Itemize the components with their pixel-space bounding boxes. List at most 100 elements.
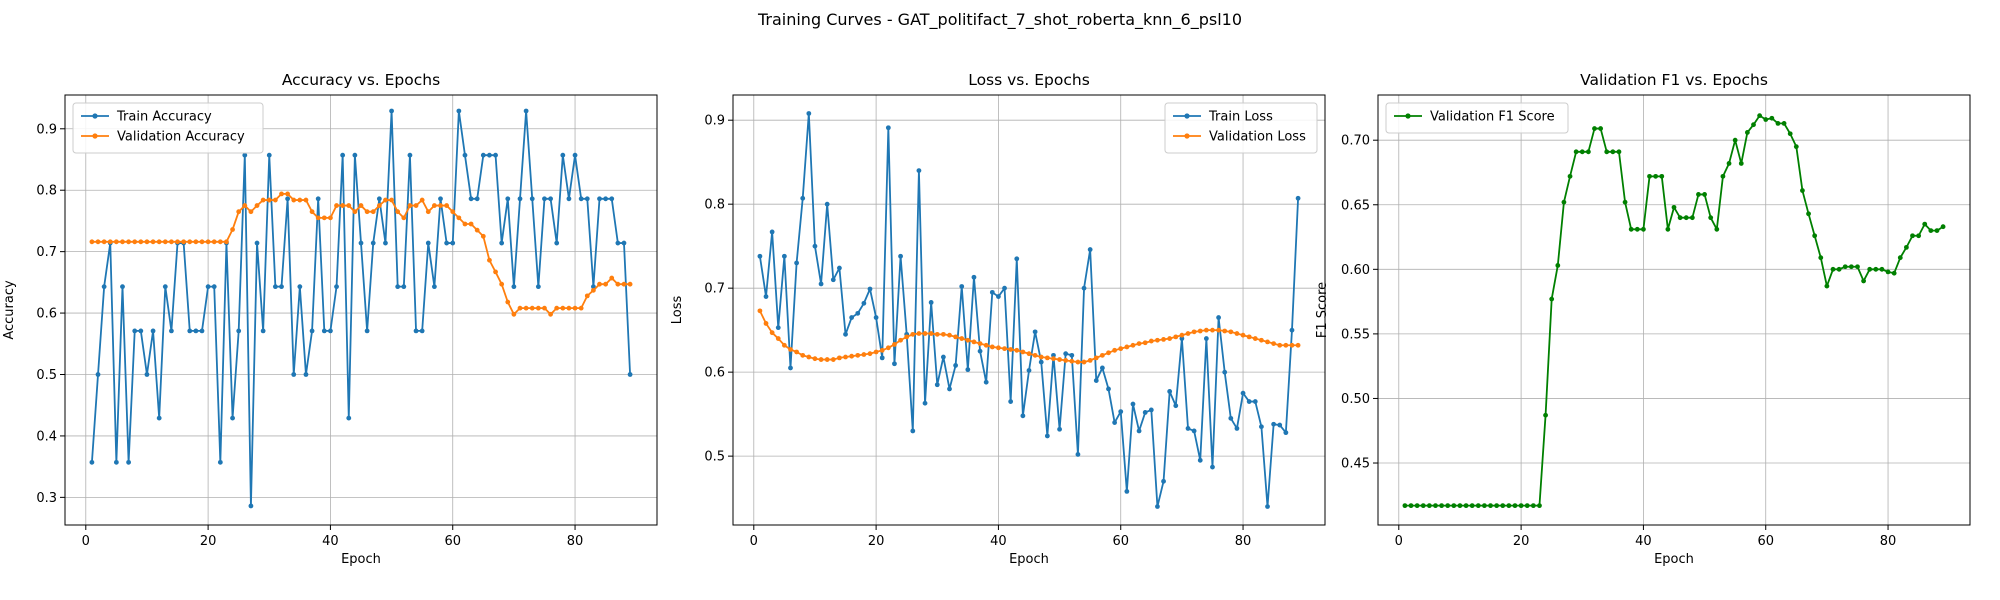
data-point — [1616, 149, 1622, 155]
data-point — [224, 239, 229, 245]
data-point — [1744, 130, 1750, 135]
data-point — [1922, 221, 1928, 227]
data-point — [977, 341, 983, 346]
data-point — [328, 215, 333, 221]
data-point — [395, 209, 401, 215]
data-point — [1610, 149, 1616, 155]
x-axis-label: Epoch — [341, 552, 381, 567]
data-point — [242, 152, 248, 158]
data-point — [1069, 352, 1075, 358]
data-point — [346, 203, 352, 208]
data-point — [1824, 283, 1830, 289]
data-point — [928, 331, 934, 336]
data-point — [1203, 336, 1209, 341]
data-point — [1781, 121, 1787, 126]
data-point — [230, 227, 235, 232]
data-point — [910, 331, 916, 337]
data-point — [615, 281, 621, 287]
data-point — [1118, 409, 1124, 415]
data-point — [1659, 173, 1665, 179]
x-axis-label: Epoch — [1654, 552, 1694, 567]
data-point — [1259, 424, 1264, 430]
data-point — [315, 196, 321, 202]
data-point — [1038, 354, 1044, 360]
data-point — [217, 459, 223, 465]
data-point — [383, 240, 388, 246]
data-point — [89, 459, 95, 465]
data-point — [1216, 315, 1221, 320]
y-tick-label: 0.65 — [1341, 198, 1370, 213]
data-point — [1136, 341, 1142, 346]
data-point — [971, 339, 977, 345]
data-point — [1897, 255, 1903, 261]
data-point — [511, 284, 517, 290]
data-point — [407, 152, 413, 158]
data-point — [603, 281, 609, 287]
data-point — [334, 284, 339, 290]
data-point — [1289, 342, 1295, 348]
data-point — [1277, 342, 1283, 348]
x-tick-label: 20 — [1513, 534, 1530, 549]
data-point — [769, 229, 775, 235]
plot-frame — [732, 94, 1326, 526]
data-point — [1222, 369, 1228, 375]
data-point — [1671, 204, 1677, 210]
data-point — [1228, 329, 1234, 335]
data-point — [1885, 269, 1891, 275]
data-point — [818, 281, 824, 287]
data-point — [193, 239, 199, 245]
data-point — [965, 337, 971, 343]
data-point — [916, 331, 922, 336]
data-point — [297, 284, 303, 290]
data-point — [444, 203, 450, 208]
data-point — [940, 354, 946, 360]
data-point — [370, 209, 376, 215]
data-point — [499, 281, 505, 287]
data-point — [1112, 420, 1118, 425]
data-point — [892, 342, 897, 347]
data-point — [1075, 452, 1081, 457]
data-point — [959, 336, 965, 341]
data-point — [352, 209, 358, 215]
data-point — [892, 361, 897, 367]
y-tick-label: 0.6 — [704, 366, 725, 381]
data-point — [468, 196, 474, 202]
data-point — [1173, 334, 1179, 340]
chart-panels: 0 20 40 60 80 0.3 0.4 0.5 0.6 0.7 0.8 0.9 Accuracy v… — [2, 71, 1971, 567]
data-point — [824, 357, 830, 362]
data-point — [407, 203, 413, 208]
data-point — [1203, 327, 1209, 333]
data-point — [505, 196, 511, 202]
data-point — [1179, 332, 1185, 338]
data-point — [861, 352, 867, 357]
data-point — [1008, 399, 1014, 404]
data-point — [1124, 489, 1130, 494]
figure-title: Training Curves - GAT_politifact_7_shot_… — [757, 10, 1242, 30]
y-axis-label: Loss — [670, 296, 685, 325]
data-point — [1506, 503, 1512, 509]
data-point — [922, 400, 928, 406]
legend-box — [72, 102, 264, 154]
data-point — [989, 289, 995, 295]
data-point — [1130, 401, 1136, 407]
data-point — [511, 311, 517, 317]
data-point — [1842, 264, 1848, 270]
data-point — [603, 196, 609, 202]
data-point — [144, 239, 150, 245]
data-point — [193, 328, 199, 334]
legend-box — [1385, 102, 1569, 134]
data-point — [1283, 342, 1289, 348]
data-point — [1210, 327, 1215, 333]
data-point — [132, 239, 138, 245]
data-point — [413, 328, 419, 334]
data-point — [1063, 357, 1069, 363]
data-point — [1524, 503, 1530, 509]
data-point — [548, 196, 553, 202]
data-point — [126, 239, 131, 245]
data-point — [1148, 407, 1154, 413]
data-point — [1252, 336, 1258, 341]
data-point — [419, 197, 425, 203]
data-point — [1726, 161, 1732, 166]
y-tick-label: 0.8 — [36, 184, 57, 199]
